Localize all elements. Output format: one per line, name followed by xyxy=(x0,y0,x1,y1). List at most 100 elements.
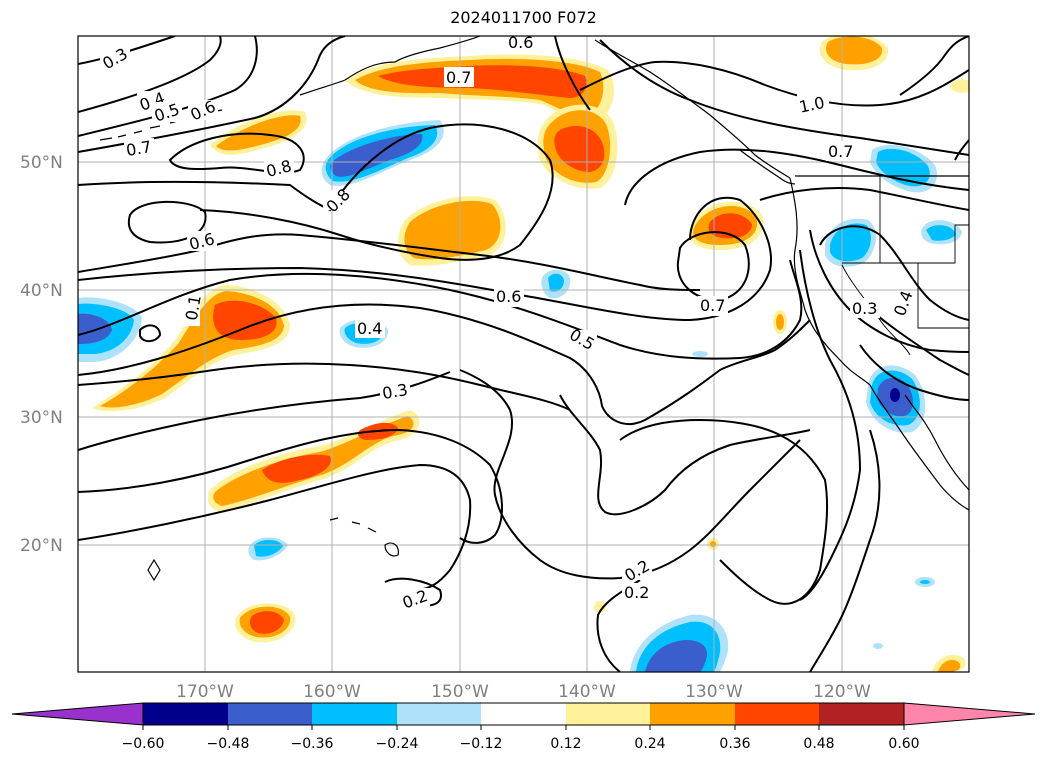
contour-line xyxy=(819,225,969,321)
latitude-labels: 50°N 40°N 30°N 20°N xyxy=(20,153,63,556)
positive-anomaly-region xyxy=(404,200,501,260)
map-content: 0.3 0.4 0.5 0.6 0.7 0.6 0.7 1.0 0.7 0.8 … xyxy=(78,33,969,672)
colorbar-frame xyxy=(142,702,905,726)
contour-line xyxy=(139,324,162,343)
colorbar-segment xyxy=(143,703,228,725)
contour-line xyxy=(559,394,811,516)
colorbar-segment xyxy=(819,703,904,725)
contour-line xyxy=(78,233,701,291)
colorbar-segment xyxy=(566,703,650,725)
contour-line xyxy=(78,362,571,411)
contour-line xyxy=(78,463,472,591)
contour-line xyxy=(168,132,305,174)
contour-line xyxy=(954,139,969,161)
contour-label: 0.7 xyxy=(446,68,471,87)
lat-label-40n: 40°N xyxy=(20,281,63,301)
colorbar-segment xyxy=(397,703,481,725)
contour-label: 0.3 xyxy=(852,299,877,318)
contour-line xyxy=(459,369,801,580)
alaska-peninsula xyxy=(299,79,346,96)
colorbar-segment xyxy=(650,703,735,725)
baja-coastline xyxy=(869,384,969,511)
colorbar-segment xyxy=(312,703,397,725)
contour-line xyxy=(619,418,829,605)
contour-line xyxy=(78,259,803,360)
positive-anomaly-region xyxy=(213,300,277,340)
colorbar-segment xyxy=(228,703,312,725)
colorbar: −0.60 −0.48 −0.36 −0.24 −0.12 0.12 0.24 … xyxy=(11,702,1036,752)
positive-anomaly-region xyxy=(826,36,883,65)
contour-line xyxy=(899,36,969,96)
colorbar-segment xyxy=(481,703,566,725)
mexico-coastline xyxy=(904,394,969,491)
contour-line xyxy=(78,36,222,113)
negative-anomaly-region xyxy=(920,580,930,584)
state-border xyxy=(841,264,911,356)
positive-anomaly-region xyxy=(594,601,606,613)
contour-label: 0.4 xyxy=(357,319,382,338)
positive-anomaly-region xyxy=(262,454,331,483)
lon-label-140w: 140°W xyxy=(558,682,616,702)
positive-anomaly-region xyxy=(554,126,605,172)
us-west-coastline xyxy=(789,177,871,386)
map-title: 2024011700 F072 xyxy=(450,8,597,27)
lat-label-50n: 50°N xyxy=(20,153,63,173)
positive-anomaly-region xyxy=(216,115,301,151)
contour-line xyxy=(859,344,969,401)
negative-anomaly-region xyxy=(254,539,283,557)
colorbar-segment xyxy=(735,703,819,725)
colorbar-tick-label: 0.36 xyxy=(719,736,750,752)
lat-label-30n: 30°N xyxy=(20,408,63,428)
positive-anomaly-region xyxy=(710,541,716,547)
lon-label-130w: 130°W xyxy=(685,682,743,702)
contour-label: 0.1 xyxy=(182,294,205,322)
negative-anomaly-region xyxy=(926,225,956,241)
colorbar-tick-label: −0.36 xyxy=(291,736,334,752)
negative-anomaly-region xyxy=(645,640,708,672)
colorbar-extend-low xyxy=(11,702,144,726)
alaska-coastline xyxy=(344,36,481,81)
map-frame xyxy=(77,35,970,673)
positive-anomaly-region xyxy=(776,314,784,330)
negative-anomaly-region xyxy=(873,643,883,649)
contour-labels: 0.3 0.4 0.5 0.6 0.7 0.6 0.7 1.0 0.7 0.8 … xyxy=(99,33,917,613)
lon-label-150w: 150°W xyxy=(431,682,489,702)
lon-label-160w: 160°W xyxy=(303,682,361,702)
vancouver-island xyxy=(739,149,796,185)
colorbar-tick-label: 0.12 xyxy=(550,736,581,752)
contour-label: 0.6 xyxy=(508,33,533,52)
longitude-labels: 170°W 160°W 150°W 140°W 130°W 120°W xyxy=(176,682,871,702)
contour-label: 0.6 xyxy=(496,287,521,306)
contour-label: 1.0 xyxy=(797,93,826,117)
contour-line xyxy=(624,148,969,206)
positive-anomaly-region xyxy=(950,79,969,93)
hawaii-islands xyxy=(329,517,399,557)
positive-anomaly-region xyxy=(378,65,587,98)
negative-anomaly-region xyxy=(890,388,900,402)
contour-line xyxy=(78,428,503,544)
lon-label-120w: 120°W xyxy=(813,682,871,702)
contour-label: 0.7 xyxy=(700,296,725,315)
negative-anomaly-region xyxy=(78,313,112,344)
contour-line xyxy=(809,229,969,353)
negative-anomaly-region xyxy=(830,223,871,262)
contour-line xyxy=(78,303,811,425)
positive-anomaly-region xyxy=(250,611,284,634)
positive-anomaly-region xyxy=(938,659,961,672)
bc-coastline xyxy=(594,39,791,179)
contour-line xyxy=(78,196,772,322)
contour-label: 0.2 xyxy=(624,583,649,602)
colorbar-tick-label: −0.24 xyxy=(376,736,419,752)
contour-line xyxy=(676,231,750,302)
island xyxy=(147,558,161,582)
negative-anomaly-region xyxy=(692,351,708,357)
colorbar-tick-label: −0.12 xyxy=(460,736,503,752)
contour-line xyxy=(579,60,969,107)
contour-label: 0.7 xyxy=(125,137,153,160)
contour-line xyxy=(759,187,969,211)
contour-label: 0.3 xyxy=(381,380,409,403)
contour-label: 0.7 xyxy=(828,142,853,161)
contour-line xyxy=(799,249,862,601)
contour-line xyxy=(599,39,969,156)
